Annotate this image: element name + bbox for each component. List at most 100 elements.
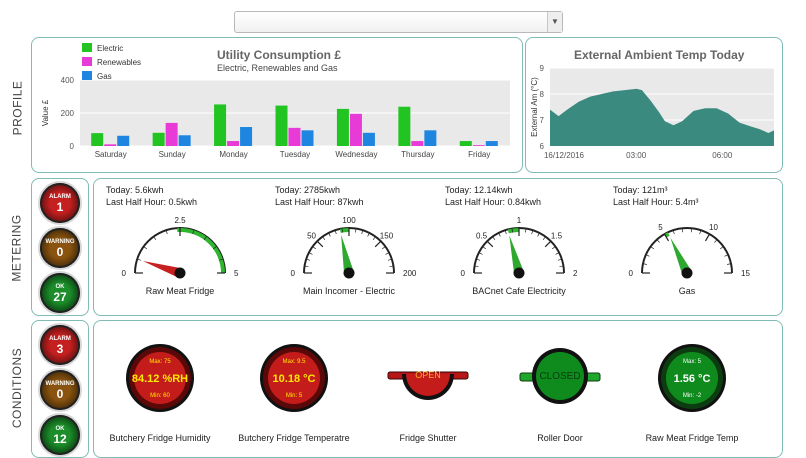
gauge-hub (343, 267, 355, 279)
bar-gas-thursday (424, 130, 437, 146)
condition-min-label: Min: -2 (683, 393, 702, 399)
gauge-tick-label: 200 (403, 269, 416, 278)
y-tick-label: 9 (540, 64, 545, 73)
y-tick-label: 8 (540, 90, 545, 99)
gauge-today-reading: Today: 121m³ (613, 185, 668, 195)
condition-name-label: Butchery Fridge Temperatre (238, 433, 350, 443)
metering-warning-badge[interactable]: WARNING 0 (40, 228, 80, 268)
y-axis-label: Value £ (41, 99, 50, 126)
condition-name-label: Fridge Shutter (399, 433, 457, 443)
gauge-half-hour-reading: Last Half Hour: 0.84kwh (445, 197, 542, 207)
bar-gas-wednesday (362, 132, 375, 146)
gauge-tick (642, 263, 647, 265)
bar-gas-monday (240, 127, 253, 146)
gauge-tick (531, 230, 534, 235)
gauge-tick-label: 0.5 (476, 232, 488, 241)
gauge-tick (557, 258, 562, 261)
legend-label-electric: Electric (97, 44, 123, 53)
gauge-tick (486, 240, 494, 248)
gauge-tick (137, 258, 142, 261)
gauge-needle (341, 234, 354, 275)
gauge-tick-label: 0 (629, 269, 634, 278)
gauge-dial: 02.55 (122, 216, 239, 279)
gauge-hub (681, 267, 693, 279)
condition-max-label: Max: 5 (683, 359, 702, 365)
x-tick-label: Friday (468, 150, 490, 159)
condition-value: 1.56 °C (674, 373, 711, 385)
gauge-tick-label: 5 (658, 223, 663, 232)
gauge-tick (498, 232, 501, 237)
gauge-tick (385, 252, 390, 255)
gauge-name-label: Gas (678, 286, 696, 296)
gauge-tick (328, 232, 331, 237)
gauge-dial: 0 0.5 1 1.5 2 (461, 216, 578, 279)
condition-dial-face (134, 352, 186, 404)
gauge-tick (308, 252, 313, 255)
gauge-tick (143, 246, 148, 250)
gauge-value-band (177, 228, 225, 274)
x-tick-label: Sunday (159, 150, 186, 159)
gauge-value-band (339, 228, 350, 233)
utility-chart-title: Utility Consumption £ (217, 48, 341, 62)
gauge-tick (555, 252, 560, 255)
gauge-tick (724, 254, 729, 257)
x-tick-label: Tuesday (280, 150, 310, 159)
conditions-widgets: Max: 75 84.12 %RH Min: 60 Max: 9.5 10.18 °C M… (126, 344, 726, 412)
temp-chart-title: External Ambient Temp Today (574, 48, 745, 62)
gauge-value-band (507, 228, 520, 234)
conditions-ok-badge[interactable]: OK 12 (40, 415, 80, 455)
metering-ok-badge[interactable]: OK 27 (40, 273, 80, 313)
ambient-temp-panel: External Ambient Temp Today 6 7 8 9 External… (525, 37, 783, 173)
gauge-tick-label: 1.5 (551, 232, 563, 241)
utility-bar-chart: 0 200 400 Value £ Saturday Sunday Monday Tuesda… (41, 43, 510, 159)
gauge-tick (306, 258, 311, 261)
gauge-tick (322, 236, 326, 241)
gauge-dial: 0 50 100 150 200 (291, 216, 416, 279)
bar-electric-wednesday (336, 108, 349, 146)
conditions-warning-badge[interactable]: WARNING 0 (40, 370, 80, 410)
bar-renewables-thursday (411, 141, 424, 146)
metering-gauges-panel: Today: 5.6kwh Last Half Hour: 0.5kwh 0 2.5 5… (93, 178, 783, 316)
conditions-alarm-badge[interactable]: ALARM 3 (40, 325, 80, 365)
door-closed-face (536, 352, 584, 400)
x-tick-label: Monday (219, 150, 247, 159)
gauge-tick (525, 228, 527, 233)
gauge-today-reading: Today: 12.14kwh (445, 185, 513, 195)
gauge-tick (663, 233, 670, 242)
bar-electric-tuesday (275, 105, 288, 146)
gauge-tick-label: 2 (573, 269, 578, 278)
gauge-tick (504, 230, 507, 235)
gauge-tick (367, 232, 370, 237)
x-tick-label: 03:00 (626, 151, 647, 160)
conditions-status-panel: ALARM 3 WARNING 0 OK 12 (31, 320, 89, 458)
metering-alarm-badge[interactable]: ALARM 1 (40, 183, 80, 223)
gauge-tick (482, 246, 487, 250)
gauge-tick-label: 10 (709, 223, 718, 232)
gauge-tick (341, 228, 343, 233)
legend-label-renewables: Renewables (97, 58, 141, 67)
utility-consumption-panel: Utility Consumption £ Electric, Renewabl… (31, 37, 523, 173)
gauge-tick (153, 236, 157, 241)
condition-value: 84.12 %RH (132, 373, 188, 385)
x-tick-label: 16/12/2016 (544, 151, 585, 160)
chevron-down-icon[interactable]: ▼ (547, 12, 562, 32)
x-tick-label: Saturday (95, 150, 127, 159)
gauge-tick (361, 230, 364, 235)
gauge-tick (387, 258, 392, 261)
gauge-needle (670, 237, 692, 276)
condition-max-label: Max: 75 (149, 359, 171, 365)
conditions-widgets-panel: Max: 75 84.12 %RH Min: 60 Max: 9.5 10.18 °C M… (93, 320, 783, 458)
door-state-label: OPEN (415, 370, 441, 380)
condition-name-label: Roller Door (537, 433, 583, 443)
site-selector-dropdown[interactable]: ▼ (234, 11, 563, 33)
gauge-tick (699, 230, 702, 235)
gauge-tick (492, 236, 496, 241)
gauge-tick (165, 230, 168, 235)
gauge-tick-label: 5 (234, 269, 239, 278)
bar-electric-sunday (152, 132, 165, 146)
gauge-needle (142, 260, 182, 278)
gauge-tick-label: 50 (307, 232, 316, 241)
utility-chart-subtitle: Electric, Renewables and Gas (217, 63, 338, 73)
gauge-tick (203, 236, 207, 241)
